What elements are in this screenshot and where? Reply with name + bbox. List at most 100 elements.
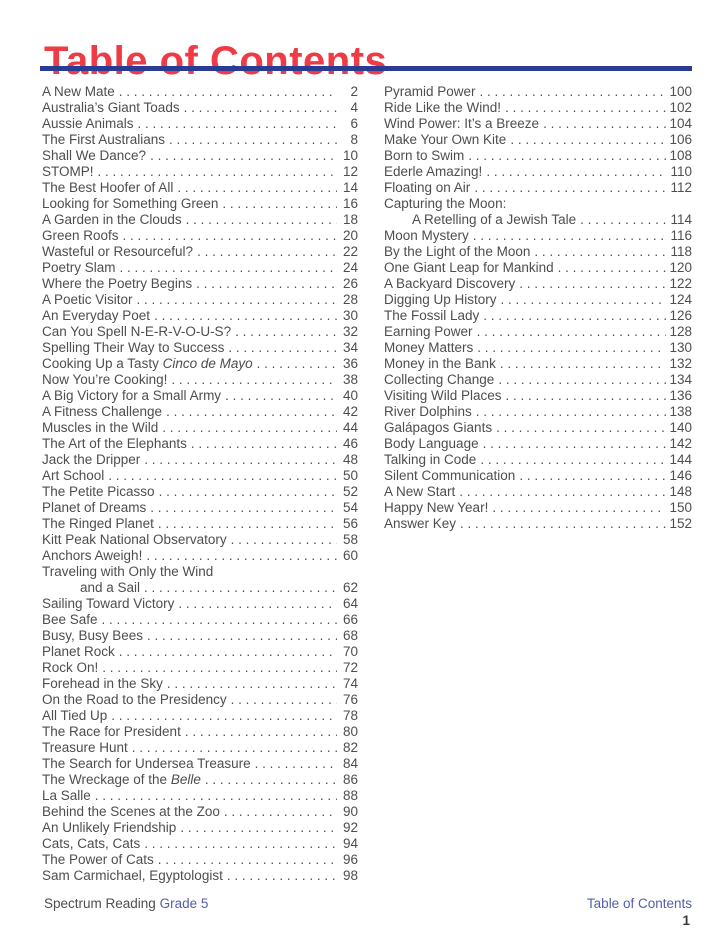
toc-entry-page-number: 80 <box>342 724 358 739</box>
toc-entry: Moon Mystery 116 <box>384 228 692 244</box>
dotted-leader <box>480 84 667 100</box>
toc-entry: Art School 50 <box>42 468 358 484</box>
toc-entry-page-number: 134 <box>669 372 692 387</box>
toc-entry: Sailing Toward Victory 64 <box>42 596 358 612</box>
toc-entry-title: Traveling with Only the Wind <box>42 564 214 579</box>
toc-entry: An Everyday Poet 30 <box>42 308 358 324</box>
toc-entry-page-number: 104 <box>669 116 692 131</box>
dotted-leader <box>166 404 337 420</box>
toc-entry-title: Happy New Year! <box>384 500 489 515</box>
toc-entry: The Ringed Planet 56 <box>42 516 358 532</box>
toc-entry-title: La Salle <box>42 788 91 803</box>
toc-entry: Australia’s Giant Toads 4 <box>42 100 358 116</box>
toc-entry-page-number: 46 <box>342 436 358 451</box>
toc-entry-page-number: 10 <box>342 148 358 163</box>
dotted-leader <box>477 340 666 356</box>
toc-entry: The Wreckage of the Belle 86 <box>42 772 358 788</box>
dotted-leader <box>158 852 337 868</box>
toc-entry-title: Digging Up History <box>384 292 497 307</box>
toc-entry-page-number: 40 <box>342 388 358 403</box>
toc-entry-page-number: 34 <box>342 340 358 355</box>
toc-entry: Floating on Air 112 <box>384 180 692 196</box>
dotted-leader <box>185 724 337 740</box>
toc-entry-page-number: 96 <box>342 852 358 867</box>
toc-entry-title: Spelling Their Way to Success <box>42 340 225 355</box>
toc-entry-page-number: 106 <box>669 132 692 147</box>
toc-entry: Earning Power 128 <box>384 324 692 340</box>
dotted-leader <box>474 180 667 196</box>
toc-entry: Digging Up History 124 <box>384 292 692 308</box>
dotted-leader <box>519 276 666 292</box>
toc-entry-page-number: 4 <box>350 100 358 115</box>
toc-entry: Born to Swim 108 <box>384 148 692 164</box>
toc-entry-title: A New Start <box>384 484 456 499</box>
dotted-leader <box>119 84 337 100</box>
toc-entry-title: Kitt Peak National Observatory <box>42 532 227 547</box>
toc-entry-page-number: 128 <box>669 324 692 339</box>
toc-entry-title: Capturing the Moon: <box>384 196 507 211</box>
toc-entry: A Backyard Discovery 122 <box>384 276 692 292</box>
toc-entry-title: The First Australians <box>42 132 166 147</box>
toc-entry-title: Australia’s Giant Toads <box>42 100 180 115</box>
toc-entry-title: A Garden in the Clouds <box>42 212 182 227</box>
dotted-leader <box>459 484 666 500</box>
toc-entry-page-number: 132 <box>669 356 692 371</box>
toc-entry-page-number: 152 <box>669 516 692 531</box>
dotted-leader <box>123 228 337 244</box>
dotted-leader <box>180 820 337 836</box>
dotted-leader <box>225 388 337 404</box>
toc-entry: Can You Spell N-E-R-V-O-U-S? 32 <box>42 324 358 340</box>
toc-entry: Green Roofs 20 <box>42 228 358 244</box>
dotted-leader <box>144 836 337 852</box>
toc-entry-title: Ride Like the Wind! <box>384 100 502 115</box>
toc-entry-page-number: 98 <box>342 868 358 883</box>
toc-entry: Money in the Bank 132 <box>384 356 692 372</box>
toc-entry: A New Start 148 <box>384 484 692 500</box>
dotted-leader <box>178 596 337 612</box>
toc-entry-page-number: 150 <box>669 500 692 515</box>
dotted-leader <box>98 164 337 180</box>
dotted-leader <box>177 180 337 196</box>
toc-entry-title: Forehead in the Sky <box>42 676 163 691</box>
toc-entry-title: Galápagos Giants <box>384 420 493 435</box>
toc-entry-title: Behind the Scenes at the Zoo <box>42 804 220 819</box>
toc-entry-page-number: 142 <box>669 436 692 451</box>
dotted-leader <box>150 148 337 164</box>
dotted-leader <box>558 260 667 276</box>
dotted-leader <box>150 500 337 516</box>
toc-entry-page-number: 30 <box>342 308 358 323</box>
toc-entry: Shall We Dance? 10 <box>42 148 358 164</box>
toc-entry: Galápagos Giants 140 <box>384 420 692 436</box>
toc-entry-title: Money in the Bank <box>384 356 496 371</box>
toc-entry: Pyramid Power 100 <box>384 84 692 100</box>
dotted-leader <box>492 500 666 516</box>
dotted-leader <box>154 308 337 324</box>
dotted-leader <box>120 260 337 276</box>
toc-entry-title: An Everyday Poet <box>42 308 151 323</box>
toc-entry-page-number: 28 <box>342 292 358 307</box>
dotted-leader <box>196 276 337 292</box>
toc-entry-page-number: 76 <box>342 692 358 707</box>
toc-entry-title: Money Matters <box>384 340 474 355</box>
toc-entry: Sam Carmichael, Egyptologist 98 <box>42 868 358 884</box>
toc-entry: Behind the Scenes at the Zoo 90 <box>42 804 358 820</box>
toc-entry-title: Where the Poetry Begins <box>42 276 193 291</box>
toc-entry-page-number: 18 <box>342 212 358 227</box>
toc-entry-page-number: 44 <box>342 420 358 435</box>
toc-entry-title: Wind Power: It’s a Breeze <box>384 116 540 131</box>
table-of-contents: A New Mate2Australia’s Giant Toads4Aussi… <box>42 84 692 884</box>
toc-entry-page-number: 68 <box>342 628 358 643</box>
dotted-leader <box>108 468 337 484</box>
dotted-leader <box>102 660 337 676</box>
toc-entry-page-number: 118 <box>670 244 692 259</box>
toc-entry: The Petite Picasso 52 <box>42 484 358 500</box>
dotted-leader <box>169 132 337 148</box>
dotted-leader <box>480 452 666 468</box>
toc-entry-title: Treasure Hunt <box>42 740 128 755</box>
toc-entry-title: Jack the Dripper <box>42 452 141 467</box>
toc-entry-page-number: 100 <box>669 84 692 99</box>
toc-entry-title: A Retelling of a Jewish Tale <box>412 212 577 227</box>
toc-entry: Traveling with Only the Wind <box>42 564 358 580</box>
dotted-leader <box>186 212 337 228</box>
dotted-leader <box>95 788 337 804</box>
